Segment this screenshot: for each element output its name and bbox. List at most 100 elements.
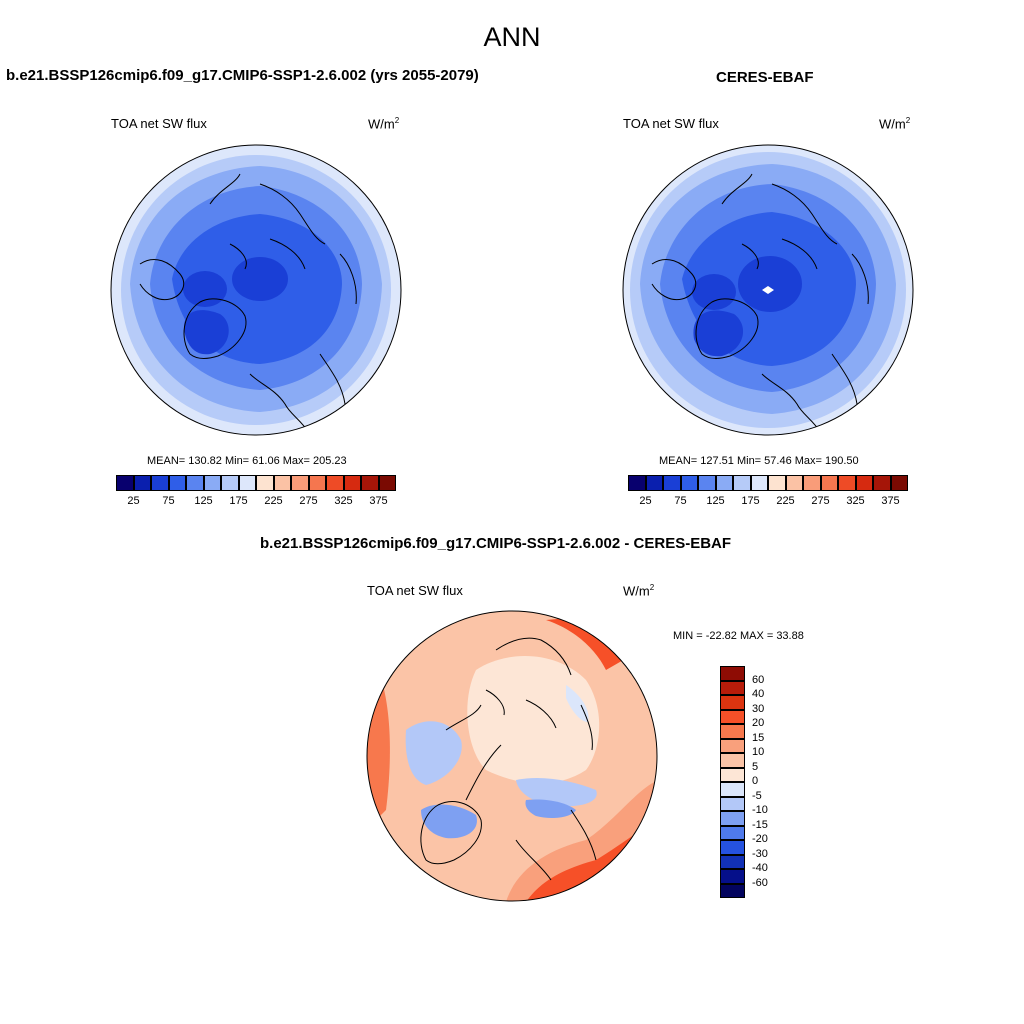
diff-units-exp: 2 <box>649 583 655 592</box>
panel1-map <box>110 144 402 436</box>
diff-colorbar-swatch <box>720 854 745 869</box>
diff-colorbar-swatch <box>720 680 745 695</box>
colorbar-swatch <box>663 475 681 491</box>
colorbar-label: 325 <box>334 495 353 507</box>
colorbar-label: 375 <box>369 495 388 507</box>
diff-colorbar-label: -5 <box>752 789 762 802</box>
diff-colorbar-label: 10 <box>752 746 765 758</box>
colorbar-swatch <box>768 475 786 491</box>
diff-colorbar-swatch <box>720 869 745 884</box>
colorbar-swatch <box>645 475 663 491</box>
panel2-stats: MEAN= 127.51 Min= 57.46 Max= 190.50 <box>659 455 859 467</box>
colorbar-swatch <box>715 475 733 491</box>
diff-colorbar-label: 20 <box>752 717 765 729</box>
panel1-colorbar <box>116 475 396 491</box>
diff-colorbar-swatch <box>720 796 745 811</box>
colorbar-swatch <box>273 475 291 491</box>
diff-colorbar-swatch <box>720 738 745 753</box>
panel2-units-label: W/m2 <box>879 116 910 131</box>
colorbar-swatch <box>890 475 908 491</box>
diff-colorbar-swatch <box>720 753 745 768</box>
diff-colorbar-label: -60 <box>752 876 768 889</box>
diff-stats: MIN = -22.82 MAX = 33.88 <box>673 630 804 642</box>
colorbar-swatch <box>116 475 134 491</box>
diff-colorbar-label: -20 <box>752 833 768 845</box>
colorbar-swatch <box>378 475 396 491</box>
colorbar-label: 225 <box>264 495 283 507</box>
colorbar-swatch <box>238 475 256 491</box>
colorbar-label: 225 <box>776 495 795 507</box>
diff-variable-label: TOA net SW flux <box>367 583 463 598</box>
diff-colorbar-label: 0 <box>752 775 759 787</box>
panel1-stats: MEAN= 130.82 Min= 61.06 Max= 205.23 <box>147 455 347 467</box>
colorbar-swatch <box>308 475 326 491</box>
colorbar-swatch <box>873 475 891 491</box>
colorbar-swatch <box>855 475 873 491</box>
colorbar-swatch <box>733 475 751 491</box>
diff-map <box>366 610 658 902</box>
diff-colorbar-swatch <box>720 811 745 826</box>
colorbar-label: 75 <box>162 495 175 507</box>
colorbar-swatch <box>203 475 221 491</box>
panel1-colorbar-labels: 25 75 125 175 225 275 325 375 <box>116 495 396 509</box>
panel1-variable-label: TOA net SW flux <box>111 116 207 131</box>
colorbar-swatch <box>291 475 309 491</box>
panel2-variable-label: TOA net SW flux <box>623 116 719 131</box>
colorbar-swatch <box>628 475 646 491</box>
panel1-case-title: b.e21.BSSP126cmip6.f09_g17.CMIP6-SSP1-2.… <box>6 67 479 84</box>
colorbar-swatch <box>803 475 821 491</box>
diff-colorbar-label: 40 <box>752 688 765 700</box>
colorbar-swatch <box>785 475 803 491</box>
colorbar-swatch <box>221 475 239 491</box>
panel1-units-label: W/m2 <box>368 116 399 131</box>
diff-colorbar-label: 60 <box>752 673 765 686</box>
colorbar-label: 75 <box>674 495 687 507</box>
panel2-colorbar <box>628 475 908 491</box>
diff-colorbar-label: -40 <box>752 862 768 874</box>
colorbar-label: 175 <box>229 495 248 507</box>
diff-units-base: W/m <box>623 583 650 599</box>
diff-colorbar-swatch <box>720 666 745 681</box>
colorbar-swatch <box>326 475 344 491</box>
colorbar-label: 175 <box>741 495 760 507</box>
colorbar-swatch <box>256 475 274 491</box>
panel1-units-base: W/m <box>368 116 395 132</box>
diff-colorbar-swatch <box>720 883 745 898</box>
colorbar-label: 325 <box>846 495 865 507</box>
colorbar-swatch <box>838 475 856 491</box>
colorbar-swatch <box>186 475 204 491</box>
diff-case-title: b.e21.BSSP126cmip6.f09_g17.CMIP6-SSP1-2.… <box>260 535 732 552</box>
panel2-colorbar-labels: 25 75 125 175 225 275 325 375 <box>628 495 908 509</box>
diff-colorbar-label: -15 <box>752 818 768 831</box>
diff-colorbar-label: 15 <box>752 731 765 744</box>
diff-colorbar-swatch <box>720 695 745 710</box>
diff-colorbar-label: 30 <box>752 702 765 715</box>
panel2-units-base: W/m <box>879 116 906 132</box>
colorbar-swatch <box>750 475 768 491</box>
panel1-units-exp: 2 <box>394 116 400 125</box>
diff-colorbar-label: -30 <box>752 847 768 860</box>
colorbar-label: 275 <box>299 495 318 507</box>
colorbar-swatch <box>680 475 698 491</box>
diff-units-label: W/m2 <box>623 583 654 598</box>
panel2-case-title: CERES-EBAF <box>716 69 814 86</box>
diff-colorbar-label: 5 <box>752 760 759 773</box>
diff-colorbar-swatch <box>720 840 745 855</box>
diff-colorbar-swatch <box>720 825 745 840</box>
colorbar-swatch <box>361 475 379 491</box>
panel2-map <box>622 144 914 436</box>
colorbar-label: 25 <box>639 495 652 507</box>
diff-colorbar-labels: 60 40 30 20 15 10 5 0 -5 -10 -15 -20 -30 -40 -60 <box>752 666 792 898</box>
colorbar-swatch <box>133 475 151 491</box>
diff-colorbar-swatch <box>720 767 745 782</box>
colorbar-label: 25 <box>127 495 140 507</box>
colorbar-swatch <box>820 475 838 491</box>
diff-colorbar-swatch <box>720 782 745 797</box>
colorbar-swatch <box>168 475 186 491</box>
colorbar-swatch <box>151 475 169 491</box>
diff-colorbar-label: -10 <box>752 804 768 816</box>
colorbar-label: 275 <box>811 495 830 507</box>
figure-title: ANN <box>483 22 541 52</box>
diff-colorbar-swatch <box>720 709 745 724</box>
colorbar-swatch <box>343 475 361 491</box>
